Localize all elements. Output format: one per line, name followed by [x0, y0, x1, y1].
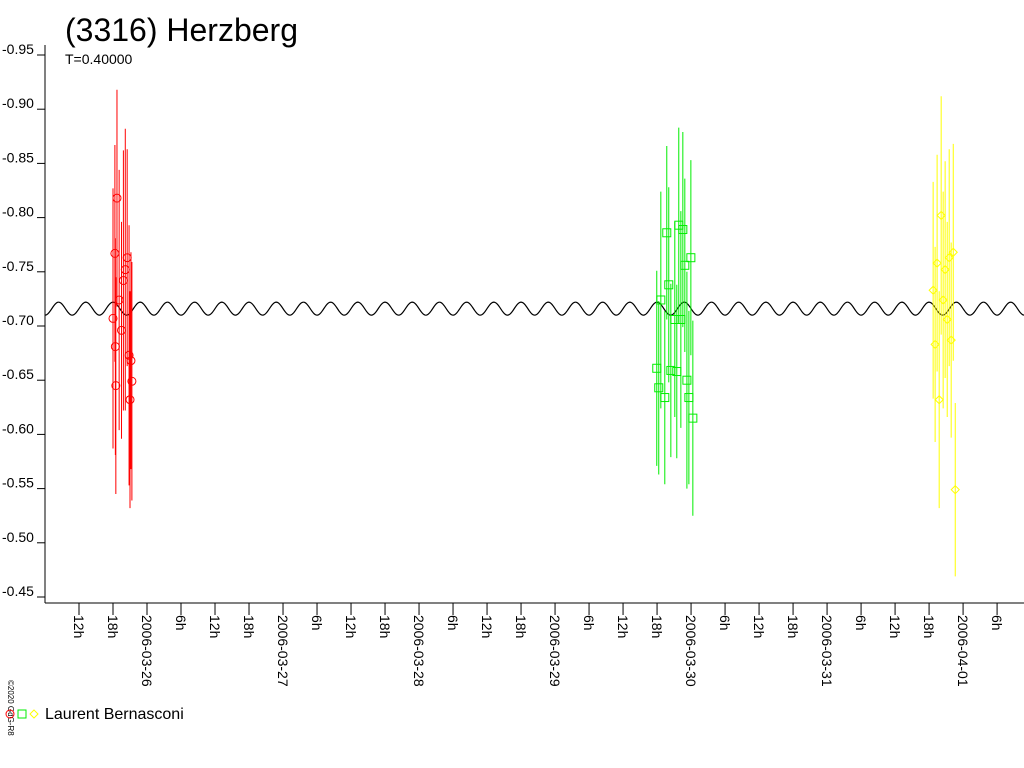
data-point — [684, 393, 694, 403]
data-point — [686, 253, 696, 263]
data-point — [122, 253, 132, 263]
x-tick-label: 6h — [445, 615, 461, 631]
x-tick-label: 2006-03-29 — [547, 615, 563, 687]
data-point — [934, 395, 944, 405]
x-tick-label: 2006-03-31 — [819, 615, 835, 687]
data-point — [110, 342, 120, 352]
data-point — [928, 285, 938, 295]
x-tick-label: 12h — [479, 615, 495, 638]
data-point — [120, 265, 130, 275]
x-tick-label: 6h — [309, 615, 325, 631]
data-point — [930, 339, 940, 350]
x-tick-label: 6h — [853, 615, 869, 631]
data-point — [117, 325, 127, 335]
data-point — [682, 375, 692, 385]
chart-title: (3316) Herzberg — [65, 12, 298, 48]
data-point — [670, 314, 680, 324]
data-point — [125, 395, 135, 405]
data-point — [114, 295, 124, 305]
y-tick-label: -0.70 — [2, 312, 34, 328]
data-point — [656, 295, 666, 305]
data-point — [664, 280, 674, 290]
data-point — [680, 260, 690, 270]
x-tick-label: 12h — [887, 615, 903, 638]
x-tick-label: 6h — [581, 615, 597, 631]
y-tick-label: -0.95 — [2, 41, 34, 57]
data-point — [950, 484, 960, 495]
data-point — [936, 210, 946, 221]
data-point — [942, 314, 952, 325]
x-tick-label: 18h — [241, 615, 257, 638]
data-point — [662, 228, 672, 238]
x-tick-label: 2006-04-01 — [955, 615, 971, 687]
y-tick-label: -0.80 — [2, 204, 34, 220]
data-point — [948, 247, 958, 257]
data-point — [108, 313, 118, 323]
data-point — [111, 381, 121, 391]
x-tick-label: 12h — [343, 615, 359, 638]
x-tick-label: 2006-03-30 — [683, 615, 699, 687]
x-tick-label: 12h — [751, 615, 767, 638]
data-point — [688, 413, 698, 423]
data-point — [127, 376, 137, 386]
x-tick-label: 2006-03-27 — [275, 615, 291, 687]
y-tick-label: -0.90 — [2, 95, 34, 111]
data-point — [652, 363, 662, 373]
x-tick-label: 18h — [649, 615, 665, 638]
data-point — [938, 295, 948, 305]
legend-marker — [5, 709, 15, 719]
x-tick-label: 18h — [377, 615, 393, 638]
x-tick-label: 18h — [785, 615, 801, 638]
data-point — [654, 383, 664, 393]
period-label: T=0.40000 — [65, 51, 133, 67]
data-point — [940, 264, 950, 275]
x-tick-label: 6h — [989, 615, 1005, 631]
y-tick-label: -0.75 — [2, 258, 34, 274]
x-tick-label: 18h — [105, 615, 121, 638]
data-point — [112, 193, 122, 203]
data-point — [126, 356, 136, 366]
x-tick-label: 2006-03-28 — [411, 615, 427, 687]
x-tick-label: 18h — [921, 615, 937, 638]
x-tick-label: 12h — [71, 615, 87, 638]
x-tick-label: 18h — [513, 615, 529, 638]
data-point — [944, 253, 954, 263]
y-tick-label: -0.50 — [2, 529, 34, 545]
legend-marker — [17, 709, 27, 719]
data-point — [932, 258, 942, 268]
x-tick-label: 2006-03-26 — [139, 615, 155, 687]
credit: ©2020 GdG-R8 — [6, 680, 15, 736]
legend-label: Laurent Bernasconi — [45, 706, 184, 723]
model-curve — [44, 301, 1024, 316]
y-tick-label: -0.55 — [2, 475, 34, 491]
data-point — [660, 393, 670, 403]
data-point — [124, 350, 134, 360]
y-tick-label: -0.45 — [2, 583, 34, 599]
y-tick-label: -0.60 — [2, 420, 34, 436]
data-point — [118, 275, 128, 285]
x-tick-label: 6h — [173, 615, 189, 631]
data-point — [676, 314, 686, 324]
data-point — [672, 367, 682, 377]
legend-marker — [29, 709, 39, 719]
data-point — [666, 365, 676, 375]
y-tick-label: -0.65 — [2, 366, 34, 382]
x-tick-label: 6h — [717, 615, 733, 631]
x-tick-label: 12h — [207, 615, 223, 638]
x-tick-label: 12h — [615, 615, 631, 638]
data-point — [110, 248, 120, 258]
data-point — [946, 335, 956, 345]
data-point — [678, 225, 688, 235]
y-tick-label: -0.85 — [2, 149, 34, 165]
